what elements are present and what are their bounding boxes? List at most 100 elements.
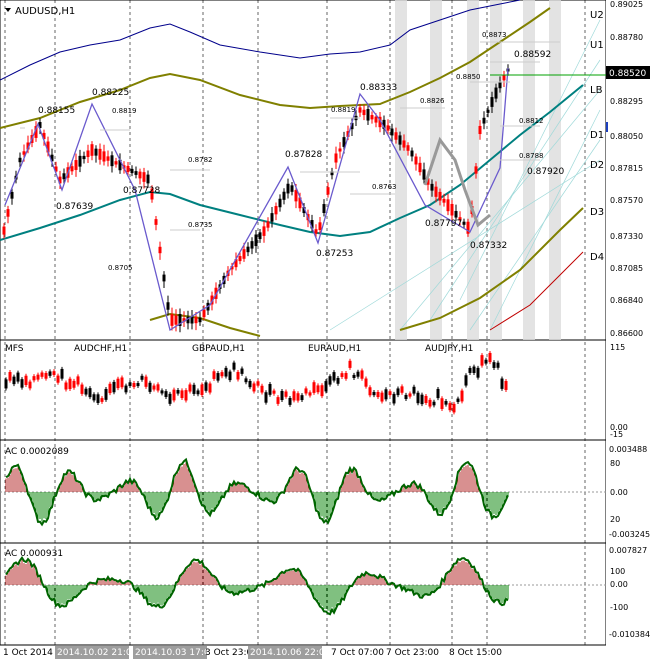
mfs-body [472,366,476,373]
mfs-body [352,374,356,378]
candle-body [118,159,122,171]
mfs-body [20,379,24,388]
price-tick: 0.88780 [610,33,643,42]
candle-body [98,148,102,160]
mfs-body [348,360,352,368]
price-tick: 0.87570 [610,196,643,205]
candle-body [318,222,322,231]
mfs-body [112,381,116,393]
candle-body [462,221,466,225]
price-axis[interactable]: 0.89025 0.88780 0.88295 0.88050 0.87815 … [606,0,650,338]
price-tick: 0.88295 [610,97,643,106]
price-annotation: 0.8782 [188,156,213,164]
candle-body [34,126,38,138]
candle-body [70,166,74,172]
candle-body [394,132,398,140]
candle-body [422,169,426,180]
time-label: 2014.10.03 17:00 [135,648,216,658]
candle-body [466,221,470,234]
candle-body [74,160,78,170]
candle-body [478,125,482,135]
zigzag-line [4,67,509,332]
mfs-body [28,381,32,389]
price-tick: 0.87330 [610,232,643,241]
mfs-body [324,381,328,392]
mfs-body [344,372,348,379]
candle-body [134,171,138,175]
mfs-body [140,375,144,380]
ac1-tick: 0.00 [610,488,628,497]
fan-line [329,159,601,331]
mfs-body [408,393,412,397]
candle-body [238,256,242,262]
price-annotation: 0.88155 [38,106,75,116]
mfs-body [248,380,252,388]
candle-body [282,191,286,200]
ac2-tick: 0.00 [610,580,628,589]
candle-body [162,274,166,282]
mfs-body [152,385,156,390]
time-label: 7 Oct 23:00 [386,648,439,658]
fan-line [399,89,601,331]
price-annotation: 0.8763 [372,183,397,191]
price-annotation: 0.88333 [360,83,397,93]
mfs-body [412,386,416,394]
price-annotation: 0.8705 [108,264,133,272]
candle-body [158,246,162,254]
mfs-body [196,390,200,395]
candle-body [494,87,498,99]
mfs-candles [4,350,508,415]
fan-lines [329,19,601,331]
envelope-outer-upper [0,0,521,81]
candle-body [322,204,326,214]
ac2-label: AC 0.000931 [5,549,63,559]
candle-body [250,241,254,249]
candle-body [106,156,110,161]
mfs-body [96,394,100,403]
level-labels: U2 U1 LB D1 D2 D3 D4 [590,10,604,263]
mfs-body [484,359,488,364]
session-stripe [395,0,407,340]
price-annotation: 0.87797 [425,219,462,229]
candle-body [114,161,118,165]
session-stripe [523,0,535,340]
mfs-body [316,385,320,393]
candle-body [442,198,446,203]
mfs-body [24,375,28,386]
symbol-header[interactable]: AUDUSD,H1 [5,6,75,17]
mfs-body [476,367,480,378]
mfs-body [340,373,344,377]
mfs-body [216,373,220,381]
mfs-body [32,376,36,381]
candle-body [26,142,30,150]
scroll-marker[interactable] [606,122,608,132]
fan-line [469,139,601,331]
level-label-d4: D4 [590,252,604,263]
ac1-tick: 0.003488 [609,445,647,454]
mfs-body [228,371,232,381]
candle-body [246,246,250,253]
mfs-body [304,388,308,394]
mfs-body [320,385,324,397]
mfs-body [444,401,448,405]
candle-body [302,206,306,214]
mfs-pair-label: AUDCHF,H1 [74,344,127,354]
candle-body [146,174,150,184]
mfs-body [12,376,16,385]
candle-body [434,186,438,197]
mfs-body [204,382,208,391]
price-annotation: 0.8788 [519,152,544,160]
candle-body [326,187,330,195]
mfs-body [68,378,72,389]
price-tick: 0.89025 [610,0,643,9]
mfs-body [288,397,292,405]
mfs-body [296,393,300,401]
mfs-body [276,397,280,404]
mfs-body [336,377,340,384]
mfs-body [132,383,136,388]
mfs-body [272,390,276,394]
candle-body [330,171,334,176]
mfs-body [104,388,108,400]
chevron-down-icon[interactable] [5,8,11,12]
